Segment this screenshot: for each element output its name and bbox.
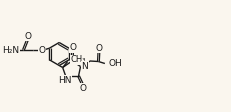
Text: O: O bbox=[96, 44, 103, 53]
Text: O: O bbox=[38, 45, 45, 55]
Text: HN: HN bbox=[58, 76, 71, 85]
Text: OH: OH bbox=[109, 59, 122, 68]
Text: O: O bbox=[24, 32, 31, 41]
Text: H₂N: H₂N bbox=[2, 45, 19, 55]
Text: O: O bbox=[79, 84, 87, 93]
Text: O: O bbox=[70, 43, 77, 52]
Text: N: N bbox=[81, 61, 88, 70]
Text: CH₃: CH₃ bbox=[71, 55, 86, 64]
